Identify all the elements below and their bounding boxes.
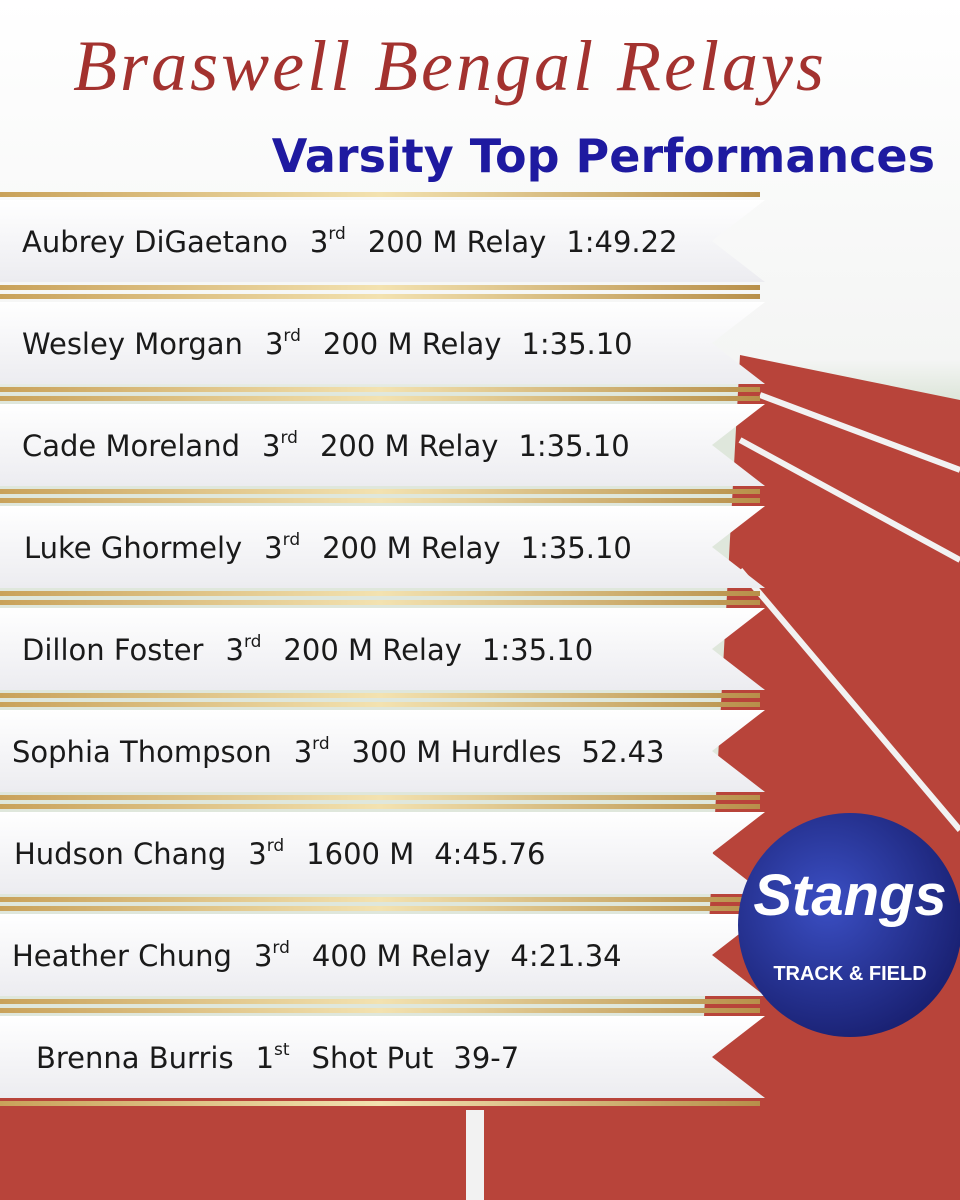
gold-line	[0, 498, 760, 503]
entry-suffix: rd	[328, 224, 345, 244]
entry-event: 400 M Relay	[312, 939, 491, 973]
entry-event: 200 M Relay	[320, 429, 499, 463]
gold-line	[0, 702, 760, 707]
entry-name: Dillon Foster	[22, 633, 204, 667]
entry-name: Heather Chung	[12, 939, 232, 973]
ribbon	[0, 302, 765, 384]
entry-result: 1:49.22	[566, 225, 677, 259]
gold-line	[0, 591, 760, 596]
entry-name: Hudson Chang	[14, 837, 226, 871]
ribbon	[0, 608, 765, 690]
entry-suffix: rd	[280, 428, 297, 448]
gold-line	[0, 285, 760, 290]
entry-text: Luke Ghormely 3rd 200 M Relay 1:35.10	[24, 530, 632, 565]
badge-name: Stangs	[753, 863, 946, 928]
entry-suffix: st	[274, 1040, 290, 1060]
entry-place: 3	[310, 225, 328, 259]
ribbon	[0, 200, 765, 282]
gold-line	[0, 192, 760, 197]
entry-text: Sophia Thompson 3rd 300 M Hurdles 52.43	[12, 734, 665, 769]
entry-event: 300 M Hurdles	[352, 735, 562, 769]
ribbon	[0, 506, 765, 588]
badge: Stangs TRACK & FIELD	[738, 813, 960, 1037]
ribbon	[0, 812, 765, 894]
entry-result: 1:35.10	[518, 429, 629, 463]
entry-text: Hudson Chang 3rd 1600 M 4:45.76	[14, 836, 545, 871]
entry-event: 1600 M	[306, 837, 414, 871]
entry-result: 52.43	[581, 735, 664, 769]
entry-place: 3	[254, 939, 272, 973]
gold-line	[0, 1101, 760, 1106]
entry-name: Cade Moreland	[22, 429, 240, 463]
entry-text: Cade Moreland 3rd 200 M Relay 1:35.10	[22, 428, 630, 463]
ribbon	[0, 404, 765, 486]
entry-place: 3	[248, 837, 266, 871]
entry-suffix: rd	[272, 938, 289, 958]
entry-name: Luke Ghormely	[24, 531, 242, 565]
entry-place: 3	[225, 633, 243, 667]
gold-line	[0, 294, 760, 299]
gold-line	[0, 1008, 760, 1013]
ribbon	[0, 1016, 765, 1098]
entry-suffix: rd	[267, 836, 284, 856]
subtitle: Varsity Top Performances	[272, 129, 935, 183]
entry-event: Shot Put	[312, 1041, 434, 1075]
entry-event: 200 M Relay	[323, 327, 502, 361]
entry-result: 1:35.10	[521, 531, 632, 565]
entry-name: Sophia Thompson	[12, 735, 272, 769]
gold-line	[0, 804, 760, 809]
entry-event: 200 M Relay	[368, 225, 547, 259]
entry-result: 1:35.10	[521, 327, 632, 361]
entry-text: Aubrey DiGaetano 3rd 200 M Relay 1:49.22	[22, 224, 678, 259]
entry-place: 1	[256, 1041, 274, 1075]
entry-result: 4:21.34	[510, 939, 621, 973]
entry-event: 200 M Relay	[283, 633, 462, 667]
entry-text: Wesley Morgan 3rd 200 M Relay 1:35.10	[22, 326, 633, 361]
gold-line	[0, 387, 760, 392]
gold-line	[0, 795, 760, 800]
entry-text: Dillon Foster 3rd 200 M Relay 1:35.10	[22, 632, 593, 667]
entry-suffix: rd	[312, 734, 329, 754]
badge-caption: TRACK & FIELD	[773, 963, 926, 985]
entry-place: 3	[265, 327, 283, 361]
entry-place: 3	[262, 429, 280, 463]
entry-result: 1:35.10	[482, 633, 593, 667]
entry-event: 200 M Relay	[322, 531, 501, 565]
ribbon	[0, 914, 765, 996]
entry-name: Wesley Morgan	[22, 327, 243, 361]
entry-suffix: rd	[283, 326, 300, 346]
ribbon	[0, 710, 765, 792]
entry-result: 4:45.76	[434, 837, 545, 871]
entry-text: Brenna Burris 1st Shot Put 39-7	[36, 1040, 519, 1075]
title: Braswell Bengal Relays	[73, 26, 827, 106]
gold-line	[0, 600, 760, 605]
gold-line	[0, 999, 760, 1004]
gold-line	[0, 489, 760, 494]
entry-place: 3	[264, 531, 282, 565]
gold-line	[0, 897, 760, 902]
entry-text: Heather Chung 3rd 400 M Relay 4:21.34	[12, 938, 622, 973]
entries: Aubrey DiGaetano 3rd 200 M Relay 1:49.22Wes…	[0, 192, 765, 1106]
entry-result: 39-7	[453, 1041, 519, 1075]
entry-name: Aubrey DiGaetano	[22, 225, 288, 259]
entry-suffix: rd	[244, 632, 261, 652]
gold-line	[0, 693, 760, 698]
entry-name: Brenna Burris	[36, 1041, 234, 1075]
gold-line	[0, 396, 760, 401]
entry-suffix: rd	[283, 530, 300, 550]
gold-line	[0, 906, 760, 911]
entry-place: 3	[294, 735, 312, 769]
badge-circle	[738, 813, 960, 1037]
lane-lines	[466, 392, 960, 1200]
